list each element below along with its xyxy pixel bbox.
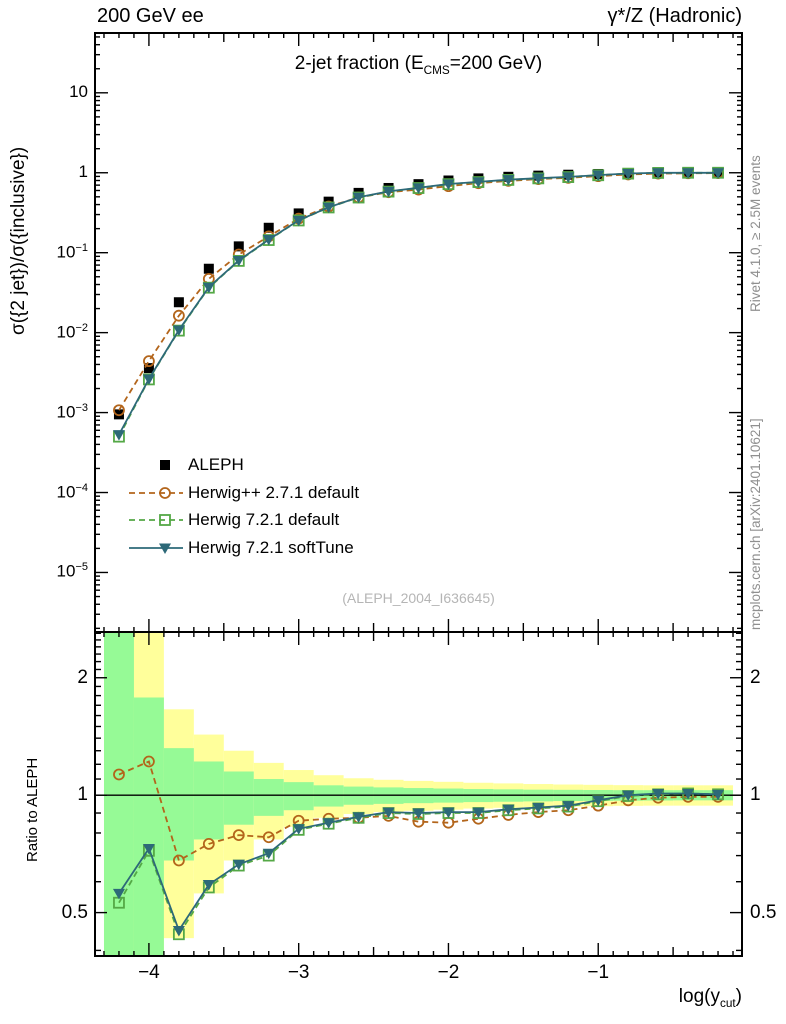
ratio-ytick-label-left: 0.5 bbox=[61, 901, 88, 923]
legend-label: ALEPH bbox=[188, 455, 244, 474]
ratio-series bbox=[112, 755, 725, 941]
legend-marker-icon bbox=[160, 460, 170, 470]
legend-item-aleph: ALEPH bbox=[128, 452, 244, 478]
legend-label: Herwig++ 2.7.1 default bbox=[188, 482, 360, 502]
ratio-ytick-label-right: 2 bbox=[750, 666, 761, 688]
main-ytick-label: 10−3 bbox=[56, 401, 88, 422]
band-green-bin bbox=[133, 697, 164, 956]
main-ytick-label: 10−2 bbox=[56, 321, 88, 342]
ratio-uncertainty-bands bbox=[103, 632, 734, 956]
series-herwig-7-2-1-softtune bbox=[112, 168, 725, 441]
series-herwig-7-2-1-default bbox=[113, 166, 724, 443]
legend-label: Herwig 7.2.1 default bbox=[188, 510, 340, 529]
band-green-bin bbox=[163, 748, 194, 861]
ratio-herwig-7-2-1-softtune bbox=[112, 788, 725, 937]
legend-marker-icon bbox=[129, 486, 183, 499]
legend-label: Herwig 7.2.1 softTune bbox=[188, 537, 354, 557]
legend-item-herwig-2-7-1-default: Herwig++ 2.7.1 default bbox=[128, 480, 359, 506]
legend-item-herwig-7-2-1-softtune: Herwig 7.2.1 softTune bbox=[128, 535, 354, 561]
legend-marker-icon bbox=[129, 543, 183, 554]
process-label: γ*/Z (Hadronic) bbox=[607, 5, 742, 27]
band-green-bin bbox=[313, 785, 344, 807]
band-green-bin bbox=[223, 771, 254, 825]
xtick-label: −3 bbox=[287, 962, 310, 983]
main-ytick-label: 10 bbox=[69, 81, 88, 101]
analysis-id-watermark: (ALEPH_2004_I636645) bbox=[342, 590, 495, 606]
band-green-bin bbox=[283, 782, 314, 811]
band-green-bin bbox=[253, 779, 284, 816]
beam-energy-label: 200 GeV ee bbox=[97, 5, 204, 27]
xtick-label: −1 bbox=[587, 962, 610, 983]
axis-ticks bbox=[95, 33, 742, 956]
main-series bbox=[112, 166, 725, 443]
ratio-ytick-label-left: 2 bbox=[77, 666, 88, 688]
legend-item-herwig-7-2-1-default: Herwig 7.2.1 default bbox=[128, 507, 339, 533]
x-axis-title: log(ycut) bbox=[678, 986, 742, 1010]
main-ytick-label: 10−4 bbox=[56, 481, 88, 502]
plot-title: 2-jet fraction (ECMS=200 GeV) bbox=[294, 53, 543, 77]
main-ytick-label: 10−5 bbox=[56, 561, 88, 582]
ratio-ytick-label-right: 1 bbox=[750, 784, 761, 806]
band-green-bin bbox=[193, 761, 224, 840]
xtick-label: −2 bbox=[437, 962, 460, 983]
legend-marker-icon bbox=[129, 514, 183, 526]
main-ytick-label: 10−1 bbox=[56, 241, 88, 262]
ratio-ytick-label-right: 0.5 bbox=[750, 901, 777, 923]
main-ytick-label: 1 bbox=[78, 161, 88, 181]
xtick-label: −4 bbox=[138, 962, 160, 983]
ratio-ytick-label-left: 1 bbox=[77, 784, 88, 806]
